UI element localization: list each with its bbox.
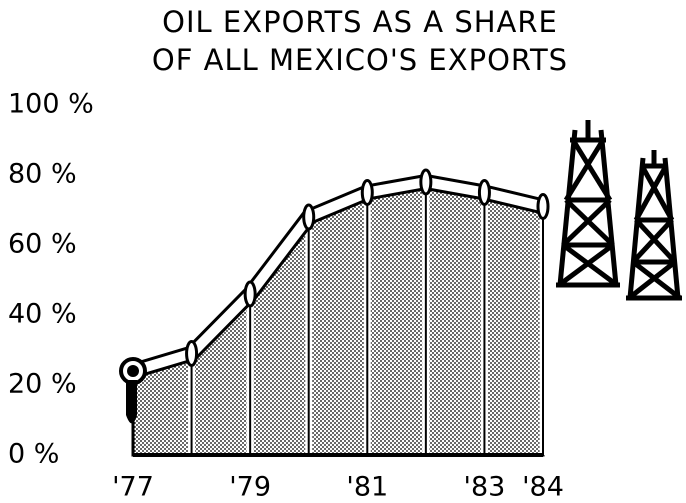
y-tick-label: 40 % (8, 299, 77, 330)
x-tick-label: '79 (229, 472, 271, 503)
x-tick-label: '83 (464, 472, 506, 503)
y-tick-label: 0 % (8, 439, 59, 470)
x-tick-label: '81 (346, 472, 388, 503)
x-tick-label: '77 (112, 472, 154, 503)
chart-title: OF ALL MEXICO'S EXPORTS (152, 43, 568, 77)
pipe-joint (479, 181, 489, 205)
oil-derricks (556, 120, 682, 298)
pipe-joint (187, 342, 197, 366)
y-tick-label: 100 % (8, 89, 94, 120)
y-tick-label: 20 % (8, 369, 77, 400)
pipe-joint (304, 205, 314, 229)
pipe-hole (127, 365, 139, 377)
y-tick-label: 60 % (8, 229, 77, 260)
pipe-joint (421, 170, 431, 194)
chart: OIL EXPORTS AS A SHARE OF ALL MEXICO'S E… (0, 0, 686, 503)
chart-title: OIL EXPORTS AS A SHARE (162, 5, 558, 39)
pipe-joint (538, 195, 548, 219)
x-tick-label: '84 (522, 472, 564, 503)
pipe-joint (362, 181, 372, 205)
oil-drip (126, 380, 137, 424)
y-tick-label: 80 % (8, 159, 77, 190)
pipe-joint (245, 282, 255, 306)
